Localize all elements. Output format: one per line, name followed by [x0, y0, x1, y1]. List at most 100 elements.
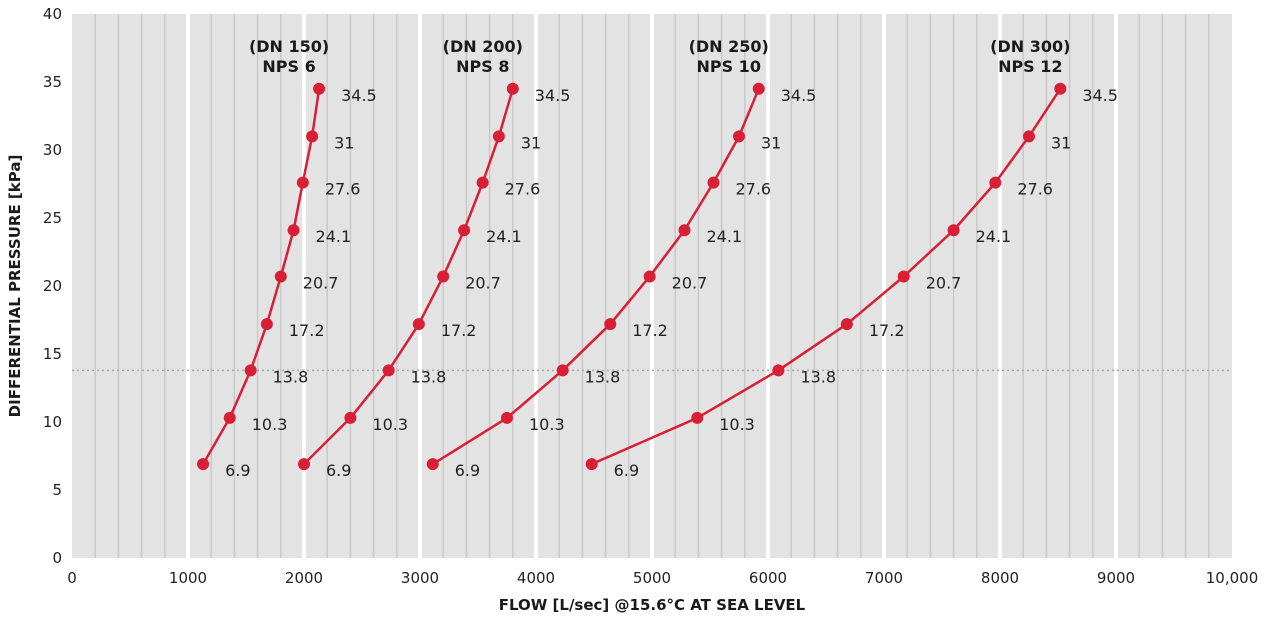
- data-label: 34.5: [341, 86, 377, 105]
- x-tick-label: 8000: [981, 569, 1019, 587]
- data-label: 34.5: [1082, 86, 1118, 105]
- x-axis-ticks: 0 1000 2000 3000 4000 5000 6000 7000 8000 9000 10,…: [67, 569, 1258, 587]
- data-label: 24.1: [976, 227, 1012, 246]
- series: 6.9 10.3 13.8 17.2 20.7 24.1 27.6 31 34.5 (DN 300…: [585, 37, 1118, 480]
- data-label: 27.6: [735, 180, 771, 199]
- y-tick-label: 30: [43, 141, 62, 159]
- series: 6.9 10.3 13.8 17.2 20.7 24.1 27.6 31 34.5 (DN 150…: [197, 37, 377, 480]
- x-tick-label: 5000: [633, 569, 671, 587]
- series-title-line: (DN 250): [689, 37, 769, 56]
- data-point: [298, 458, 310, 471]
- data-label: 20.7: [303, 273, 339, 292]
- series-title-line: NPS 12: [998, 57, 1062, 76]
- data-label: 20.7: [672, 273, 708, 292]
- data-point: [752, 82, 765, 95]
- series-title-line: (DN 150): [249, 37, 329, 56]
- data-point: [287, 224, 300, 237]
- data-point: [897, 270, 910, 283]
- x-tick-label: 2000: [285, 569, 323, 587]
- data-point: [492, 130, 505, 143]
- data-label: 24.1: [316, 227, 352, 246]
- data-label: 20.7: [926, 273, 962, 292]
- data-point: [501, 411, 513, 424]
- y-tick-label: 15: [43, 345, 62, 363]
- data-point: [197, 458, 210, 471]
- x-tick-label: 3000: [401, 569, 439, 587]
- data-label: 27.6: [1017, 180, 1053, 199]
- data-point: [556, 364, 569, 377]
- series: 6.9 10.3 13.8 17.2 20.7 24.1 27.6 31 34.5 (DN 250…: [426, 37, 817, 480]
- data-point: [344, 411, 357, 424]
- data-point: [306, 130, 319, 143]
- data-label: 6.9: [614, 461, 639, 480]
- x-axis-title: FLOW [L/sec] @15.6°C AT SEA LEVEL: [499, 596, 806, 614]
- data-point: [585, 458, 598, 471]
- series-title-line: NPS 10: [696, 57, 760, 76]
- series: 6.9 10.3 13.8 17.2 20.7 24.1 27.6 31 34.5 (DN 200…: [298, 37, 570, 480]
- data-point: [260, 318, 273, 331]
- data-label: 17.2: [869, 321, 905, 340]
- data-point: [707, 176, 720, 189]
- x-tick-label: 6000: [749, 569, 787, 587]
- data-label: 13.8: [585, 367, 621, 386]
- y-tick-label: 35: [43, 73, 62, 91]
- data-label: 10.3: [719, 415, 755, 434]
- data-point: [989, 176, 1002, 189]
- data-point: [458, 224, 471, 237]
- data-label: 10.3: [252, 415, 288, 434]
- data-point: [1023, 130, 1035, 143]
- y-tick-label: 40: [43, 5, 62, 23]
- data-label: 13.8: [800, 367, 836, 386]
- y-tick-label: 25: [43, 209, 62, 227]
- data-label: 6.9: [225, 461, 250, 480]
- data-point: [313, 82, 326, 95]
- data-point: [772, 364, 785, 377]
- data-label: 10.3: [372, 415, 408, 434]
- data-point: [412, 318, 425, 331]
- data-label: 34.5: [781, 86, 817, 105]
- x-tick-label: 1000: [169, 569, 207, 587]
- data-label: 24.1: [706, 227, 742, 246]
- data-label: 20.7: [465, 273, 501, 292]
- data-point: [244, 364, 257, 377]
- series-layer: 6.9 10.3 13.8 17.2 20.7 24.1 27.6 31 34.5 (DN 150…: [197, 37, 1118, 480]
- data-point: [506, 82, 519, 95]
- data-point: [733, 130, 745, 143]
- data-point: [678, 224, 691, 237]
- data-label: 31: [761, 133, 781, 152]
- data-point: [382, 364, 395, 377]
- data-label: 31: [1051, 133, 1071, 152]
- data-point: [840, 318, 853, 331]
- data-label: 34.5: [535, 86, 571, 105]
- data-label: 31: [521, 133, 541, 152]
- series-title-line: (DN 300): [990, 37, 1070, 56]
- minor-gridlines: [94, 14, 1210, 558]
- data-point: [296, 176, 309, 189]
- data-label: 17.2: [632, 321, 668, 340]
- data-label: 6.9: [455, 461, 480, 480]
- y-tick-label: 20: [43, 277, 62, 295]
- data-label: 13.8: [411, 367, 447, 386]
- data-point: [604, 318, 617, 331]
- x-tick-label: 7000: [865, 569, 903, 587]
- x-tick-label: 9000: [1097, 569, 1135, 587]
- y-axis-ticks: 0 5 10 15 20 25 30 35 40: [43, 5, 62, 567]
- data-label: 31: [334, 133, 354, 152]
- data-label: 13.8: [273, 367, 309, 386]
- data-point: [426, 458, 439, 471]
- series-title-line: NPS 6: [262, 57, 315, 76]
- data-point: [691, 411, 704, 424]
- data-label: 24.1: [486, 227, 522, 246]
- data-label: 27.6: [505, 180, 541, 199]
- x-tick-label: 10,000: [1206, 569, 1259, 587]
- series-title-line: (DN 200): [443, 37, 523, 56]
- data-point: [437, 270, 450, 283]
- y-axis-title: DIFFERENTIAL PRESSURE [kPa]: [6, 155, 24, 418]
- data-point: [1054, 82, 1067, 95]
- data-point: [476, 176, 489, 189]
- series-title-line: NPS 8: [456, 57, 509, 76]
- data-label: 17.2: [441, 321, 477, 340]
- y-tick-label: 5: [52, 481, 62, 499]
- data-point: [947, 224, 960, 237]
